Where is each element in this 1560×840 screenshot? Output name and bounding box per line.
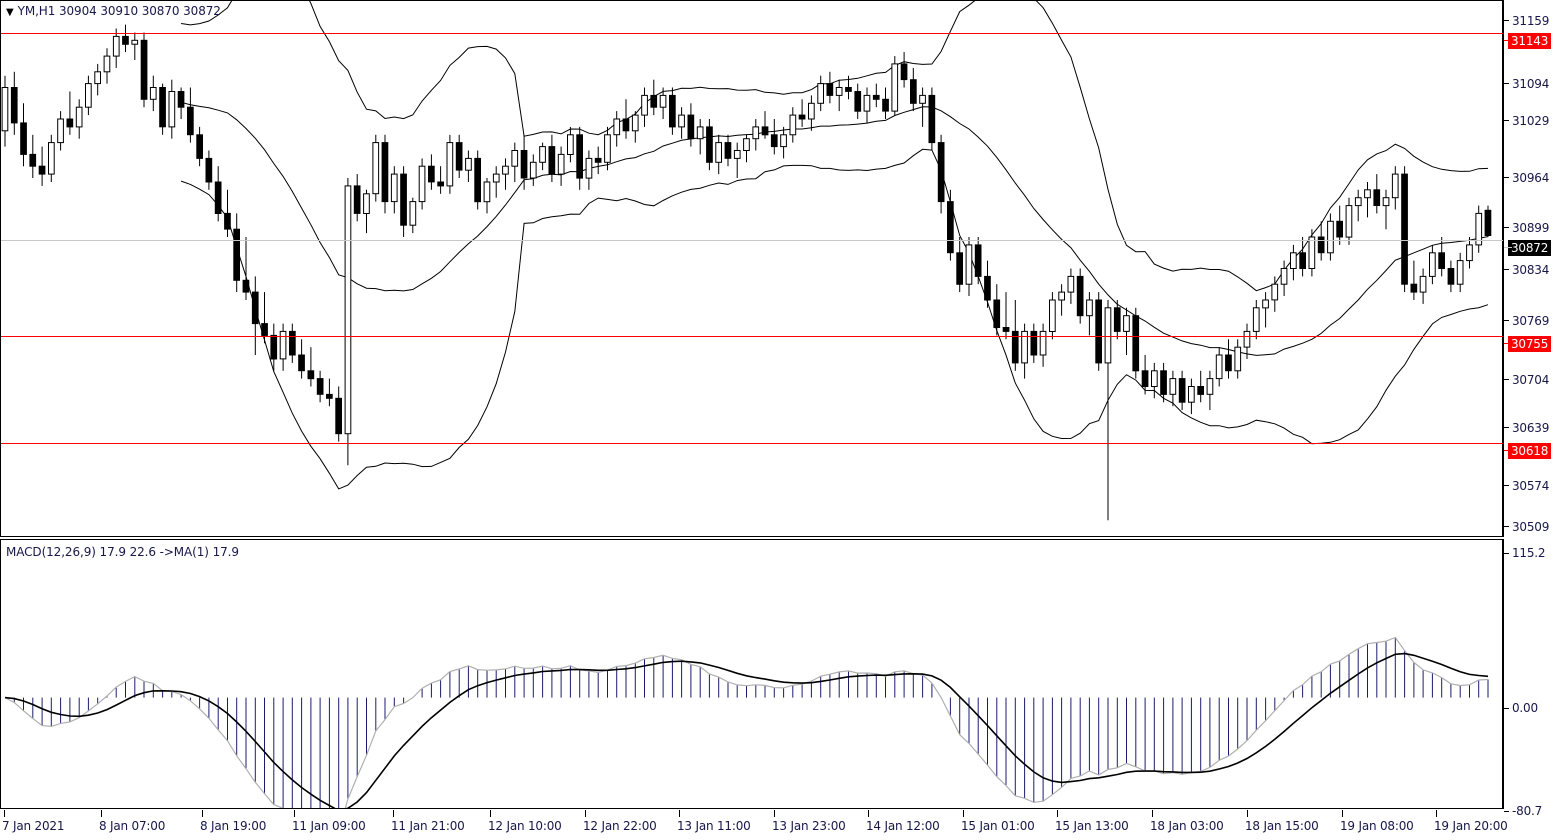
time-axis-label: 7 Jan 2021 — [2, 819, 65, 833]
price-axis-tick — [1504, 320, 1509, 321]
time-axis-tick — [1436, 810, 1437, 817]
time-axis-tick — [294, 810, 295, 817]
time-axis-label: 19 Jan 20:00 — [1434, 819, 1508, 833]
time-axis-label: 12 Jan 10:00 — [488, 819, 562, 833]
support-level-1[interactable]: 30755 — [1508, 336, 1552, 352]
time-axis-label: 15 Jan 13:00 — [1055, 819, 1129, 833]
price-axis-label: 30964 — [1512, 171, 1550, 185]
current-price[interactable]: 30872 — [1508, 240, 1552, 256]
macd-header-text: MACD(12,26,9) 17.9 22.6 ->MA(1) 17.9 — [6, 545, 239, 559]
current-price-line — [1, 240, 1504, 241]
time-axis-tick — [868, 810, 869, 817]
time-axis-label: 11 Jan 21:00 — [391, 819, 465, 833]
level-stub — [1504, 450, 1512, 451]
time-axis-label: 14 Jan 12:00 — [866, 819, 940, 833]
price-chart-panel[interactable] — [0, 0, 1504, 537]
bollinger-lower-band — [180, 148, 1489, 490]
price-axis-label: 30769 — [1512, 314, 1550, 328]
macd-axis-tick — [1504, 708, 1509, 709]
macd-axis-label: 0.00 — [1512, 701, 1538, 715]
level-stub — [1504, 40, 1512, 41]
time-axis-label: 13 Jan 11:00 — [677, 819, 751, 833]
price-axis-label: 30704 — [1512, 373, 1550, 387]
price-plot-area — [1, 1, 1492, 521]
time-axis-label: 8 Jan 19:00 — [200, 819, 267, 833]
macd-panel[interactable] — [0, 539, 1503, 809]
macd-line — [4, 636, 1489, 808]
time-axis-label: 12 Jan 22:00 — [583, 819, 657, 833]
time-axis-tick — [1342, 810, 1343, 817]
price-axis-tick — [1504, 526, 1509, 527]
price-axis-tick — [1504, 120, 1509, 121]
time-axis-label: 8 Jan 07:00 — [99, 819, 166, 833]
macd-header[interactable]: MACD(12,26,9) 17.9 22.6 ->MA(1) 17.9 — [6, 546, 239, 559]
price-axis-tick — [1504, 83, 1509, 84]
macd-axis-label: -80.7 — [1512, 804, 1543, 818]
support-line-30755 — [1, 336, 1504, 337]
time-axis-tick — [101, 810, 102, 817]
macd-axis-label: 115.2 — [1512, 546, 1546, 560]
time-axis-label: 13 Jan 23:00 — [772, 819, 846, 833]
macd-histogram — [13, 637, 1489, 808]
price-axis-label: 31094 — [1512, 77, 1550, 91]
price-axis-tick — [1504, 379, 1509, 380]
price-axis-label: 30899 — [1512, 221, 1550, 235]
bollinger-upper-band — [181, 1, 1489, 292]
time-axis-label: 11 Jan 09:00 — [292, 819, 366, 833]
bollinger-bands — [180, 1, 1489, 490]
macd-axis-tick — [1504, 553, 1509, 554]
price-axis[interactable]: 31159 31094 31029 30964 30899 30834 30769 30704… — [1503, 0, 1560, 537]
price-axis-label: 30834 — [1512, 263, 1550, 277]
price-axis-label: 30574 — [1512, 479, 1550, 493]
candlestick-series — [1, 24, 1492, 521]
macd-signal-line — [4, 652, 1489, 808]
macd-axis[interactable]: 115.2 0.00 -80.7 — [1503, 539, 1560, 817]
symbol-header[interactable]: ▼ YM,H1 30904 30910 30870 30872 — [6, 5, 221, 19]
time-axis-label: 18 Jan 15:00 — [1245, 819, 1319, 833]
support-line-30618 — [1, 443, 1504, 444]
time-axis-label: 19 Jan 08:00 — [1340, 819, 1414, 833]
price-axis-tick — [1504, 485, 1509, 486]
price-axis-label: 30509 — [1512, 520, 1550, 534]
price-axis-tick — [1504, 20, 1509, 21]
bollinger-middle-band — [180, 101, 1489, 356]
time-axis-tick — [1057, 810, 1058, 817]
time-axis-tick — [774, 810, 775, 817]
time-axis-tick — [393, 810, 394, 817]
macd-axis-tick — [1504, 811, 1509, 812]
time-axis-tick — [585, 810, 586, 817]
price-axis-label: 31029 — [1512, 114, 1550, 128]
resistance-level[interactable]: 31143 — [1508, 33, 1552, 49]
time-axis-tick — [1152, 810, 1153, 817]
resistance-line-31143 — [1, 33, 1504, 34]
time-axis-tick — [4, 810, 5, 817]
level-stub — [1504, 247, 1512, 248]
price-axis-tick — [1504, 227, 1509, 228]
time-axis-label: 15 Jan 01:00 — [961, 819, 1035, 833]
macd-plot-area — [4, 636, 1489, 808]
price-axis-label: 31159 — [1512, 14, 1550, 28]
price-axis-label: 30639 — [1512, 421, 1550, 435]
price-axis-tick — [1504, 427, 1509, 428]
time-axis-label: 18 Jan 03:00 — [1150, 819, 1224, 833]
support-level-2[interactable]: 30618 — [1508, 443, 1552, 459]
level-stub — [1504, 343, 1512, 344]
time-axis-tick — [490, 810, 491, 817]
symbol-header-text: YM,H1 30904 30910 30870 30872 — [17, 4, 221, 18]
time-axis-tick — [1247, 810, 1248, 817]
time-axis-tick — [963, 810, 964, 817]
triangle-down-icon[interactable]: ▼ — [6, 7, 14, 18]
time-axis-tick — [679, 810, 680, 817]
time-axis-tick — [202, 810, 203, 817]
price-axis-tick — [1504, 269, 1509, 270]
time-axis[interactable]: 7 Jan 2021 8 Jan 07:00 8 Jan 19:00 11 Jan 0… — [0, 810, 1508, 840]
price-axis-tick — [1504, 177, 1509, 178]
